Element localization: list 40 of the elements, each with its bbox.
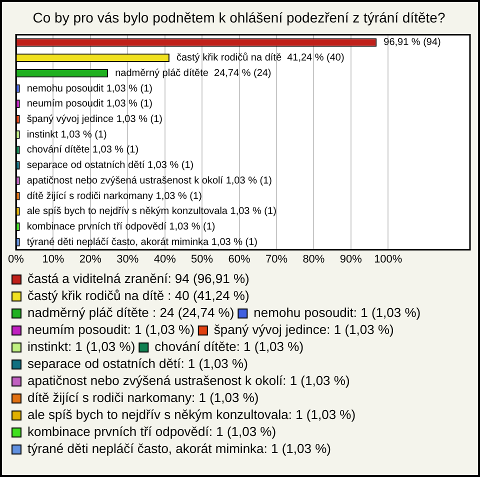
x-tick-label: 60% — [228, 253, 250, 266]
x-tick-label: 90% — [340, 253, 362, 266]
x-tick-label: 20% — [79, 253, 102, 266]
legend-label: nadměrný pláč dítěte : 24 (24,74 %) — [28, 305, 234, 320]
data-label: neumím posoudit 1,03 % (1) — [26, 98, 152, 110]
data-label: kombinace prvních tří odpovědí 1,03 % (1) — [26, 222, 216, 233]
x-tick-label: 70% — [265, 253, 288, 266]
legend-label: separace od ostatních dětí: 1 (1,03 %) — [28, 356, 248, 372]
legend-label: chování dítěte: 1 (1,03 %) — [154, 339, 304, 354]
data-label: španý vývoj jedince 1,03 % (1) — [26, 114, 162, 126]
legend-label: týrané děti nepláčí často, akorát miminka: 1 (1,03 %) — [28, 441, 331, 456]
x-tick-label: 0% — [8, 253, 24, 266]
data-label: chování dítěte 1,03 % (1) — [26, 144, 139, 156]
x-tick-label: 50% — [191, 253, 214, 266]
data-label: ale spíš bych to nejdřív s někým konzultovala 1,03 % (1) — [26, 206, 276, 218]
legend-label: instinkt: 1 (1,03 %) — [28, 339, 136, 354]
legend-label: neumím posoudit: 1 (1,03 %) — [28, 322, 194, 338]
x-tick-label: 30% — [116, 253, 139, 266]
legend-label: dítě žijící s rodiči narkomany: 1 (1,03 %) — [28, 390, 259, 406]
data-label: nemohu posoudit 1,03 % (1) — [26, 83, 152, 94]
legend-label: ale spíš bych to nejdřív s někým konzultovala: 1 (1,03 %) — [28, 407, 356, 422]
legend-label: častá a viditelná zranění: 94 (96,91 %) — [28, 271, 250, 286]
x-tick-label: 80% — [302, 253, 325, 266]
legend-label: nemohu posoudit: 1 (1,03 %) — [254, 305, 421, 320]
legend-label: španý vývoj jedince: 1 (1,03 %) — [214, 322, 394, 338]
legend-label: apatičnost nebo zvýšená ustrašenost k okolí: 1 (1,03 %) — [28, 373, 350, 388]
data-label: 96,91 % (94) — [384, 37, 441, 48]
data-label: apatičnost nebo zvýšená ustrašenost k okolí 1,03 % (1) — [26, 175, 272, 186]
x-tick-label: 40% — [154, 253, 176, 266]
legend-label: kombinace prvních tří odpovědí: 1 (1,03 %) — [28, 424, 276, 440]
data-label: instinkt 1,03 % (1) — [26, 129, 107, 140]
data-label: dítě žijící s rodiči narkomany 1,03 % (1) — [26, 190, 202, 202]
data-label: nadměrný pláč dítěte 24,74 % (24) — [115, 68, 272, 79]
data-label: týrané děti nepláčí často, akorát miminka 1,03 % (1) — [26, 236, 258, 248]
legend-label: častý křik rodičů na dítě : 40 (41,24 %) — [28, 288, 250, 304]
x-tick-label: 100% — [374, 253, 402, 266]
data-label: častý křik rodičů na dítě 41,24 % (40) — [176, 52, 344, 64]
data-label: separace od ostatních dětí 1,03 % (1) — [26, 160, 194, 172]
chart-title: Co by pro vás bylo podnětem k ohlášení podezření z týrání dítěte? — [32, 9, 446, 26]
x-tick-label: 10% — [42, 253, 64, 266]
